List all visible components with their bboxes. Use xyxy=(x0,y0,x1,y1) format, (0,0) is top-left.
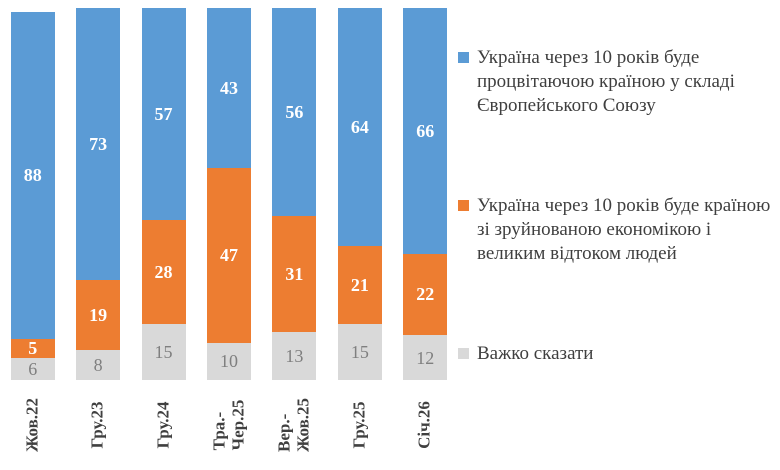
x-axis-cell: Гру.25 xyxy=(327,380,392,470)
plot-area: 88 5 6 73 19 8 57 28 15 43 47 10 56 31 13 64 21 15 66 22 12 xyxy=(0,0,458,380)
bar-segment-eu-prosperous: 43 xyxy=(206,8,251,168)
bar-segment-eu-prosperous: 64 xyxy=(337,8,382,247)
segment-value-label: 31 xyxy=(285,263,304,284)
legend-marker-orange-icon xyxy=(458,200,469,211)
legend-marker-blue-icon xyxy=(458,52,469,63)
x-axis-label: Жов.22 xyxy=(22,397,42,453)
bar-segment-hard-to-say: 12 xyxy=(403,335,448,380)
segment-value-label: 73 xyxy=(89,133,108,154)
stacked-bar: 66 22 12 xyxy=(403,8,448,380)
x-axis-cell: Гру.24 xyxy=(131,380,196,470)
x-axis-cell: Вер.- Жов.25 xyxy=(262,380,327,470)
segment-value-label: 28 xyxy=(154,262,173,283)
bar-segment-eu-prosperous: 66 xyxy=(403,8,448,254)
bar-column: 88 5 6 xyxy=(0,0,65,380)
x-axis-cell: Тра.- Чер.25 xyxy=(196,380,261,470)
legend-label: Важко сказати xyxy=(477,342,593,366)
stacked-bar: 43 47 10 xyxy=(206,8,251,380)
bar-segment-ruined-economy: 28 xyxy=(141,220,186,325)
bar-segment-ruined-economy: 5 xyxy=(10,338,55,359)
bar-column: 56 31 13 xyxy=(262,0,327,380)
segment-value-label: 88 xyxy=(23,165,42,186)
segment-value-label: 15 xyxy=(350,342,369,363)
stacked-bar: 56 31 13 xyxy=(272,8,317,380)
bar-segment-hard-to-say: 6 xyxy=(10,357,55,380)
legend-item-eu-prosperous: Україна через 10 років буде процвітаючою… xyxy=(458,46,780,118)
bar-segment-ruined-economy: 19 xyxy=(76,279,121,351)
legend-line: Європейського Союзу xyxy=(477,95,656,116)
segment-value-label: 19 xyxy=(89,304,108,325)
legend-label: Україна через 10 років буде процвітаючою… xyxy=(477,46,735,118)
bar-segment-ruined-economy: 22 xyxy=(403,253,448,336)
bar-segment-ruined-economy: 21 xyxy=(337,246,382,325)
x-axis-label: Вер.- Жов.25 xyxy=(274,397,313,453)
segment-value-label: 12 xyxy=(416,347,435,368)
x-axis-cell: Жов.22 xyxy=(0,380,65,470)
stacked-bar: 57 28 15 xyxy=(141,8,186,380)
bar-segment-eu-prosperous: 57 xyxy=(141,8,186,221)
segment-value-label: 8 xyxy=(93,355,103,376)
bar-column: 57 28 15 xyxy=(131,0,196,380)
bar-segment-hard-to-say: 8 xyxy=(76,350,121,380)
legend: Україна через 10 років буде процвітаючою… xyxy=(458,0,780,470)
x-axis-label: Тра.- Чер.25 xyxy=(209,399,247,451)
segment-value-label: 43 xyxy=(219,78,238,98)
segment-value-label: 66 xyxy=(416,120,435,141)
legend-line: зі зруйнованою економікою і xyxy=(477,219,712,240)
segment-value-label: 57 xyxy=(154,104,173,125)
stacked-bar: 73 19 8 xyxy=(76,8,121,380)
segment-value-label: 13 xyxy=(285,345,304,366)
legend-line: великим відтоком людей xyxy=(477,243,677,264)
stacked-bar: 88 5 6 xyxy=(10,11,55,380)
bar-segment-ruined-economy: 31 xyxy=(272,216,317,332)
bar-segment-eu-prosperous: 88 xyxy=(10,11,55,340)
x-axis-cell: Січ.26 xyxy=(393,380,458,470)
segment-value-label: 22 xyxy=(416,284,435,305)
legend-marker-gray-icon xyxy=(458,348,469,359)
legend-line: Важко сказати xyxy=(477,343,594,364)
bar-segment-eu-prosperous: 73 xyxy=(76,8,121,280)
bar-column: 64 21 15 xyxy=(327,0,392,380)
legend-label: Україна через 10 років буде країною зі з… xyxy=(477,194,770,266)
segment-value-label: 15 xyxy=(154,342,173,363)
x-axis: Жов.22 Гру.23 Гру.24 Тра.- Чер.25 Вер.- … xyxy=(0,380,458,470)
x-axis-label: Гру.25 xyxy=(349,401,369,449)
bar-segment-hard-to-say: 13 xyxy=(272,331,317,380)
legend-item-ruined-economy: Україна через 10 років буде країною зі з… xyxy=(458,194,780,266)
segment-value-label: 5 xyxy=(28,338,38,359)
segment-value-label: 21 xyxy=(350,275,369,296)
legend-line: Україна через 10 років буде xyxy=(477,47,700,68)
legend-line: Україна через 10 років буде країною xyxy=(477,195,771,216)
x-axis-label: Гру.23 xyxy=(87,401,107,449)
x-axis-label: Гру.24 xyxy=(153,401,173,449)
x-axis-cell: Гру.23 xyxy=(65,380,130,470)
segment-value-label: 47 xyxy=(219,245,238,266)
segment-value-label: 10 xyxy=(219,351,238,372)
bar-segment-hard-to-say: 10 xyxy=(206,342,251,380)
bar-segment-hard-to-say: 15 xyxy=(337,324,382,380)
bar-segment-eu-prosperous: 56 xyxy=(272,8,317,217)
stacked-bar: 64 21 15 xyxy=(337,8,382,380)
segment-value-label: 6 xyxy=(28,358,38,379)
segment-value-label: 56 xyxy=(285,102,304,123)
legend-line: процвітаючою країною у складі xyxy=(477,71,735,92)
x-axis-label: Січ.26 xyxy=(414,401,434,449)
bar-column: 66 22 12 xyxy=(393,0,458,380)
bar-column: 73 19 8 xyxy=(65,0,130,380)
legend-item-hard-to-say: Важко сказати xyxy=(458,342,780,366)
bar-segment-ruined-economy: 47 xyxy=(206,167,251,343)
bar-column: 43 47 10 xyxy=(196,0,261,380)
segment-value-label: 64 xyxy=(350,117,369,138)
bar-segment-hard-to-say: 15 xyxy=(141,324,186,380)
